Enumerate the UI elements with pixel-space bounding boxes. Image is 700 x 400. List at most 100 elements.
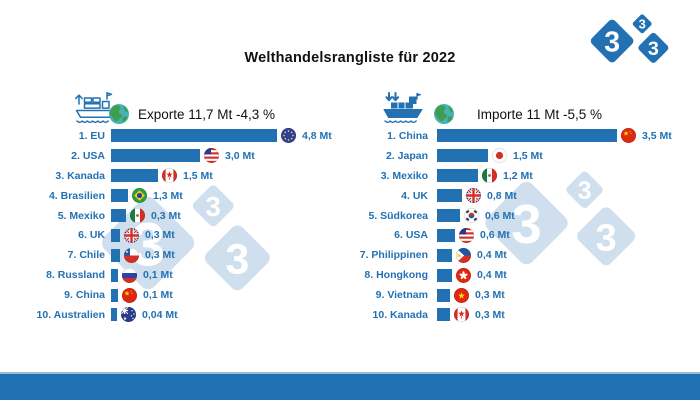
value-label: 1,5 Mt [513,149,543,162]
value-bar [437,288,450,302]
value-bar [437,209,460,222]
value-label: 1,3 Mt [153,189,183,202]
svg-text:3: 3 [639,17,646,32]
value-bar [111,169,158,183]
country-rank-label: 7. Chile [67,249,105,262]
chart-row: 1. China 3,5 Mt [340,126,690,146]
chart-row: 3. Mexiko 1,2 Mt [340,166,690,186]
country-rank-label: 9. Vietnam [375,289,428,302]
flag-jp-icon [492,148,507,164]
globe-icon [433,103,455,125]
country-rank-label: 3. Kanada [55,169,105,182]
country-rank-label: 5. Südkorea [368,209,428,222]
flag-cn-icon [122,287,137,303]
chart-row: 2. USA 3,0 Mt [0,146,352,166]
country-rank-label: 2. Japan [385,149,428,162]
footer-bar [0,372,700,400]
value-bar [437,268,452,282]
chart-row: 8. Hongkong 0,4 Mt [340,265,690,285]
value-label: 0,3 Mt [145,229,175,242]
chart-row: 9. China 0,1 Mt [0,285,352,305]
value-label: 0,3 Mt [475,308,505,321]
page-title: Welthandelsrangliste für 2022 [244,49,456,66]
flag-gb-icon [124,227,139,243]
value-bar [111,149,200,163]
value-bar [111,129,277,143]
value-bar [437,129,617,143]
chart-row: 4. Brasilien 1,3 Mt [0,186,352,206]
country-rank-label: 8. Russland [46,269,105,282]
value-bar [437,189,462,203]
flag-kr-icon [464,208,479,223]
value-bar [111,209,126,222]
imports-chart-title: Importe 11 Mt -5,5 % [477,107,603,122]
value-bar [111,248,120,262]
value-bar [437,169,478,183]
flag-mx-icon [130,208,145,223]
chart-row: 6. UK 0,3 Mt [0,225,352,245]
value-label: 0,8 Mt [487,189,517,202]
value-bar [111,308,117,322]
chart-row: 9. Vietnam 0,3 Mt [340,285,690,305]
exports-rows: 1. EU 4,8 Mt 2. USA 3,0 Mt 3. Kanada 1,5 Mt 4.… [0,126,352,325]
chart-row: 7. Chile 0,3 Mt [0,245,352,265]
value-label: 0,4 Mt [477,249,507,262]
chart-row: 5. Mexiko 0,3 Mt [0,206,352,226]
flag-ca-icon [454,307,469,323]
country-rank-label: 6. USA [394,229,428,242]
country-rank-label: 10. Australien [36,308,105,321]
chart-row: 5. Südkorea 0,6 Mt [340,206,690,226]
country-rank-label: 10. Kanada [372,308,428,321]
value-bar [437,149,488,163]
value-label: 0,1 Mt [143,269,173,282]
value-bar [111,288,118,302]
value-label: 0,3 Mt [151,209,181,222]
value-label: 0,04 Mt [142,308,178,321]
svg-text:3: 3 [648,38,659,60]
country-rank-label: 3. Mexiko [380,169,428,182]
value-bar [111,189,128,203]
value-label: 0,4 Mt [477,269,507,282]
country-rank-label: 4. Brasilien [48,189,105,202]
imports-rows: 1. China 3,5 Mt 2. Japan 1,5 Mt 3. Mexiko 1,2… [340,126,690,325]
chart-row: 1. EU 4,8 Mt [0,126,352,146]
value-label: 0,6 Mt [480,229,510,242]
country-rank-label: 2. USA [71,149,105,162]
chart-row: 7. Philippinen 0,4 Mt [340,245,690,265]
chart-row: 6. USA 0,6 Mt [340,225,690,245]
flag-ru-icon [122,267,137,283]
flag-eu-icon [281,128,296,144]
svg-text:3: 3 [604,26,620,58]
country-rank-label: 6. UK [78,229,105,242]
country-rank-label: 9. China [64,289,105,302]
value-bar [437,248,452,262]
value-bar [437,228,455,242]
exports-chart-title: Exporte 11,7 Mt -4,3 % [138,107,276,122]
flag-us-icon [204,148,219,164]
flag-au-icon [121,307,136,323]
flag-cn-icon [621,128,636,144]
flag-br-icon [132,188,147,204]
value-label: 1,2 Mt [503,169,533,182]
value-label: 3,5 Mt [642,129,672,142]
chart-row: 10. Kanada 0,3 Mt [340,305,690,325]
flag-us-icon [459,227,474,243]
flag-ph-icon [456,247,471,263]
ship-export-icon [72,90,118,124]
globe-icon [108,103,130,125]
value-bar [111,228,120,242]
chart-row: 3. Kanada 1,5 Mt [0,166,352,186]
country-rank-label: 4. UK [401,189,428,202]
country-rank-label: 7. Philippinen [359,249,428,262]
flag-gb-icon [466,188,481,204]
chart-row: 8. Russland 0,1 Mt [0,265,352,285]
chart-row: 4. UK 0,8 Mt [340,186,690,206]
flag-mx-icon [482,168,497,184]
chart-row: 2. Japan 1,5 Mt [340,146,690,166]
flag-ca-icon [162,168,177,184]
country-rank-label: 5. Mexiko [57,209,105,222]
value-label: 4,8 Mt [302,129,332,142]
country-rank-label: 8. Hongkong [364,269,428,282]
